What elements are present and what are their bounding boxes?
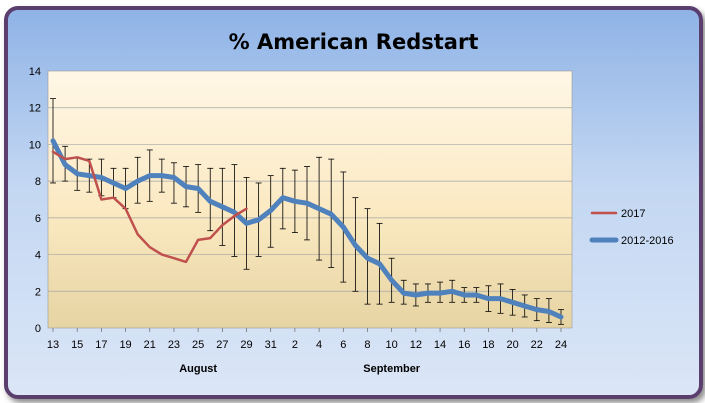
legend-entry: 2017	[590, 208, 645, 220]
chart-title: % American Redstart	[228, 30, 479, 54]
y-tick-label: 12	[29, 103, 41, 115]
y-tick-label: 10	[29, 139, 41, 151]
x-tick-label: 16	[458, 339, 470, 351]
x-tick-label: 19	[119, 339, 131, 351]
x-tick-label: 17	[95, 339, 107, 351]
x-tick-label: 10	[386, 339, 398, 351]
legend-entry: 2012-2016	[589, 235, 674, 247]
legend-label: 2017	[621, 208, 645, 220]
y-tick-label: 0	[35, 323, 41, 335]
x-tick-label: 21	[144, 339, 156, 351]
x-tick-label: 20	[506, 339, 518, 351]
series-line-2017	[51, 150, 248, 264]
x-tick-label: 31	[265, 339, 277, 351]
y-axis: 0 2 4 6 8 10 12 14	[29, 66, 41, 335]
x-tick-label: 24	[555, 339, 567, 351]
chart-frame: % American Redstart 0 2 4 6 8 10 12 14 13 15 17 19…	[4, 6, 703, 399]
x-tick-label: 15	[71, 339, 83, 351]
x-tick-label: 8	[364, 339, 370, 351]
x-tick-label: 27	[216, 339, 228, 351]
x-tick-label: 13	[47, 339, 59, 351]
month-label: August	[179, 363, 217, 375]
y-tick-label: 14	[29, 66, 41, 78]
y-tick-label: 4	[35, 250, 41, 262]
x-tick-label: 14	[434, 339, 446, 351]
x-tick-label: 6	[340, 339, 346, 351]
legend: 2017 2012-2016	[589, 208, 674, 247]
x-tick-label: 18	[482, 339, 494, 351]
x-axis: 13 15 17 19 21 23 25 27 29 31 2 4 6 8 10 12 14 16 18 20 22 24…	[47, 328, 567, 375]
month-label: September	[363, 363, 421, 375]
y-tick-label: 6	[35, 213, 41, 225]
y-tick-label: 8	[35, 176, 41, 188]
x-tick-label: 4	[316, 339, 322, 351]
plot-area	[47, 70, 573, 329]
legend-label: 2012-2016	[621, 235, 674, 247]
x-tick-label: 29	[240, 339, 252, 351]
x-tick-label: 25	[192, 339, 204, 351]
series-line-2012-2016	[50, 138, 564, 320]
x-tick-label: 23	[168, 339, 180, 351]
x-tick-label: 22	[531, 339, 543, 351]
y-tick-label: 2	[35, 286, 41, 298]
x-tick-label: 12	[410, 339, 422, 351]
x-tick-label: 2	[292, 339, 298, 351]
error-bar	[170, 162, 177, 204]
series-lines	[50, 138, 564, 320]
